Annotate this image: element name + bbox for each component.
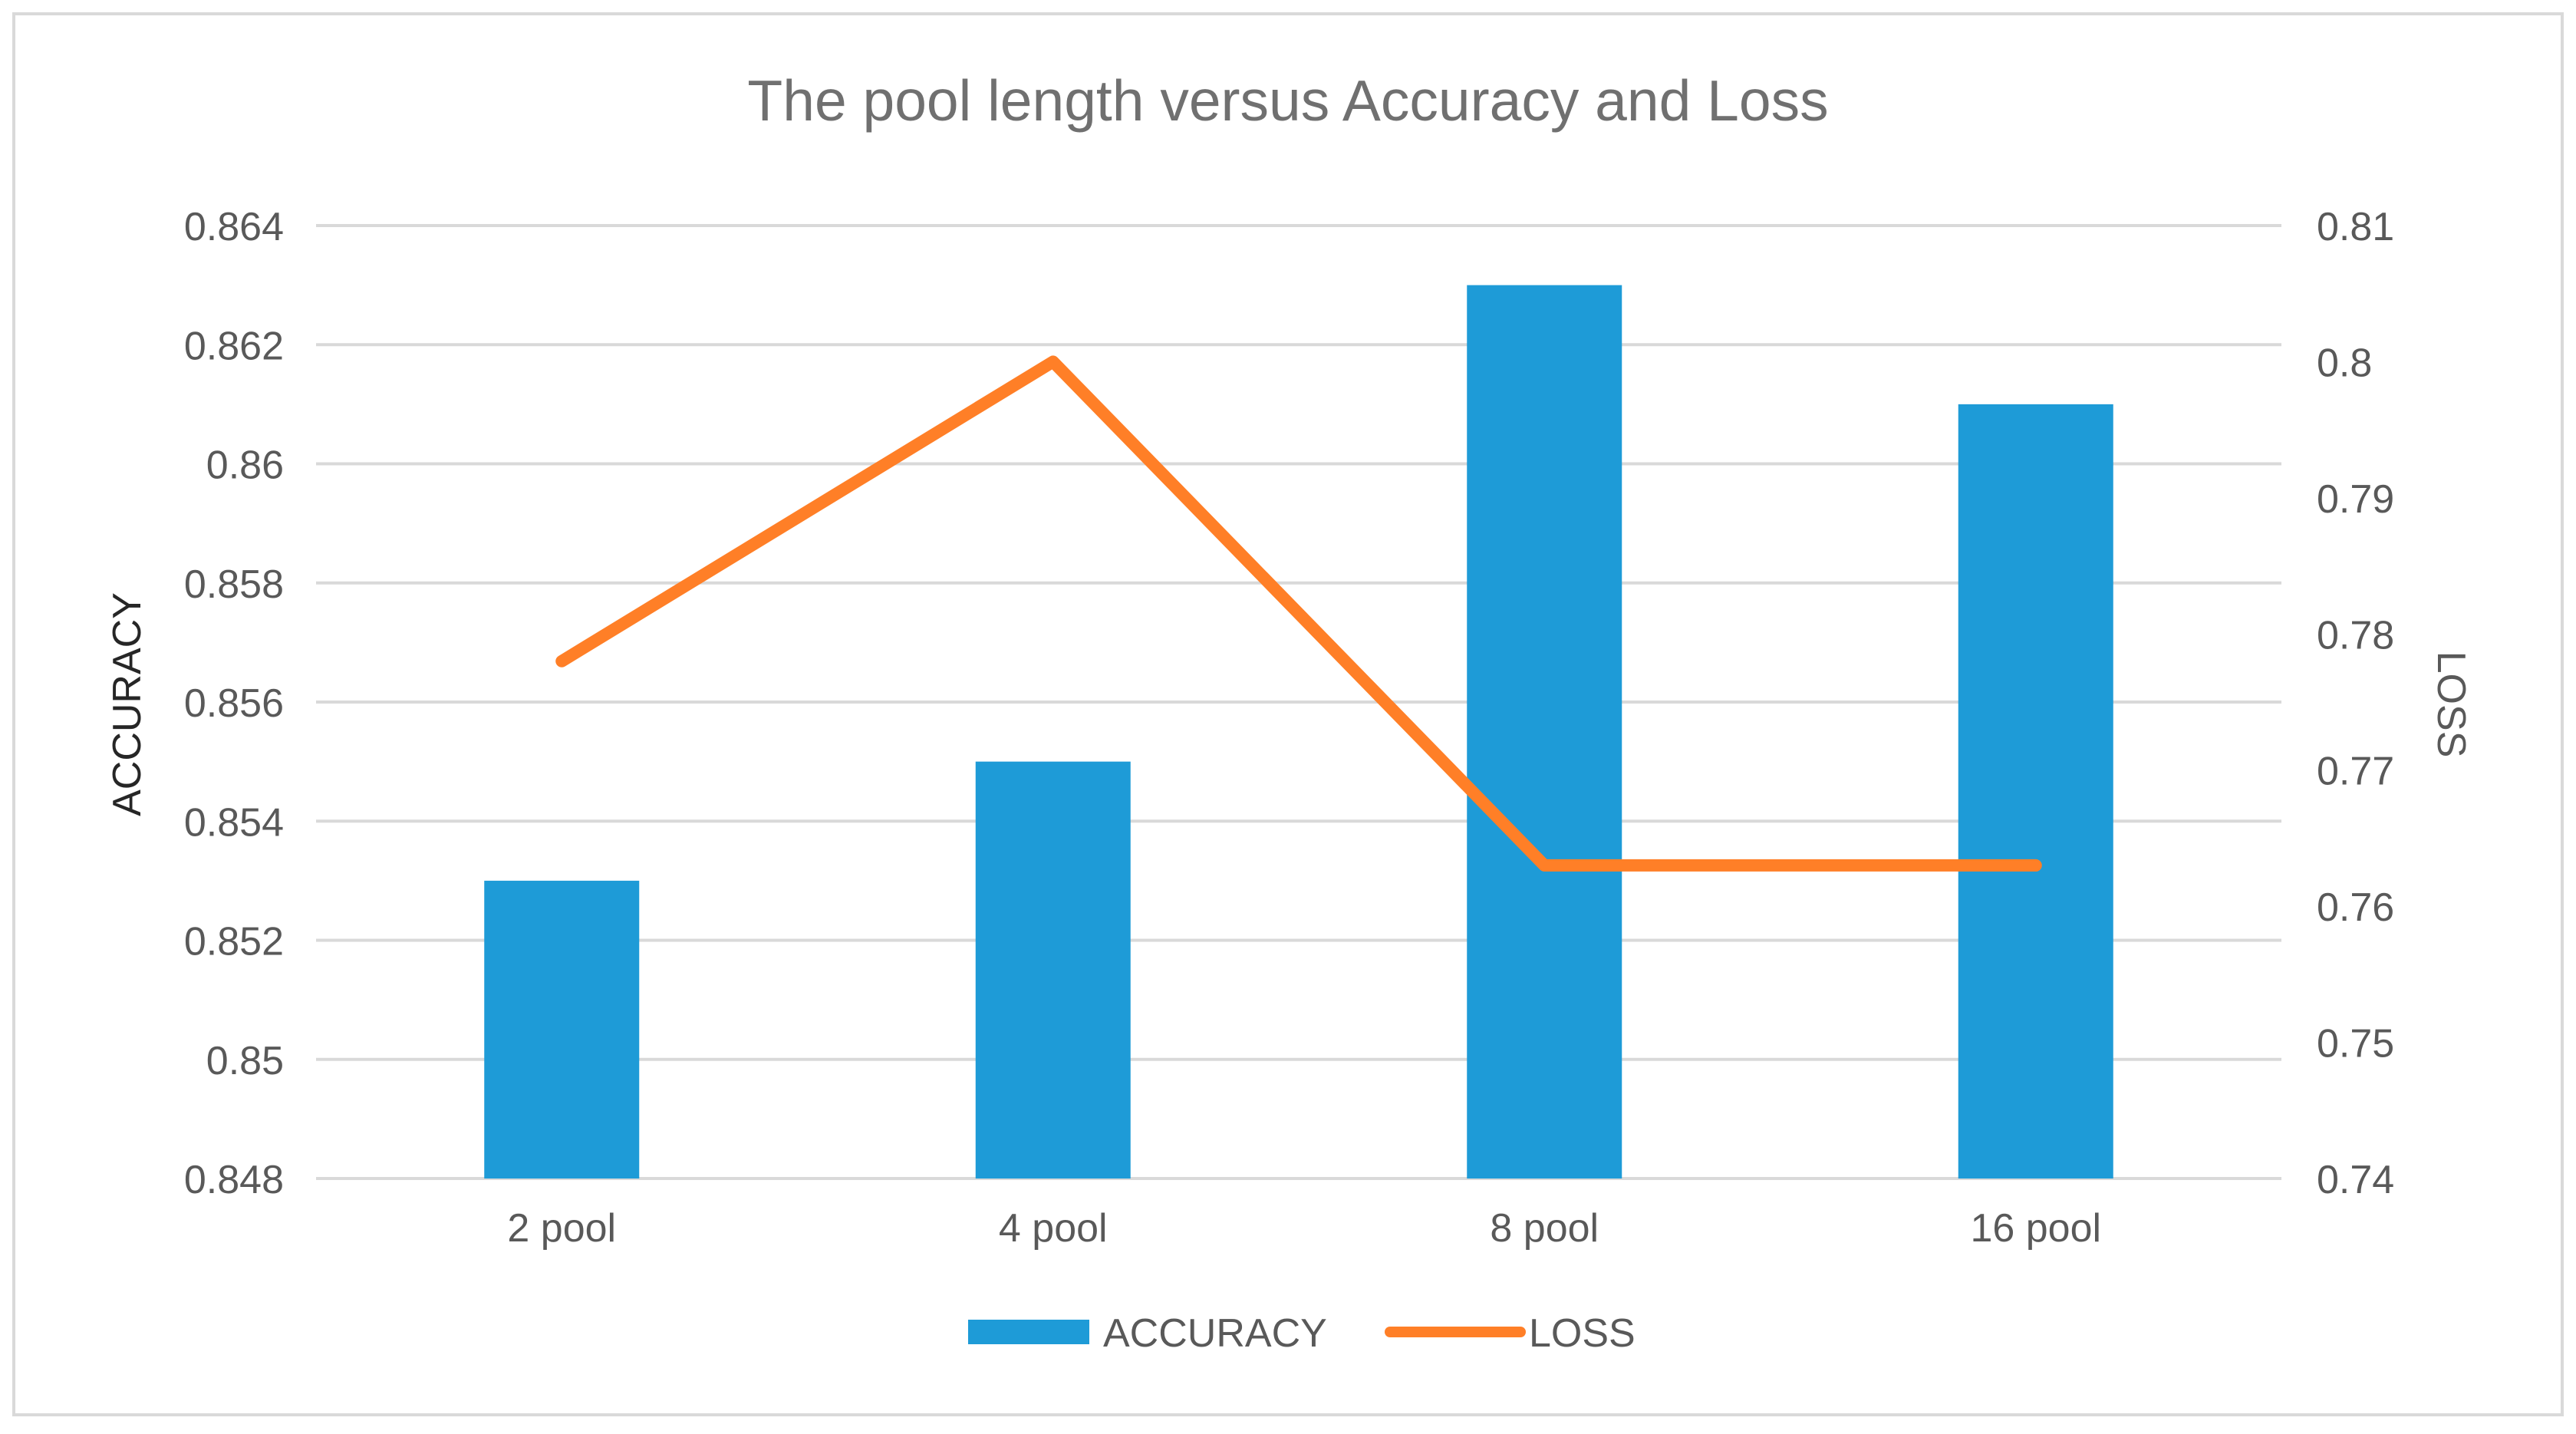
legend-accuracy-label: ACCURACY bbox=[1103, 1311, 1327, 1356]
left-tick-label: 0.848 bbox=[184, 1158, 284, 1202]
x-tick-label: 4 pool bbox=[999, 1206, 1108, 1251]
right-axis-ticks: 0.74 0.75 0.76 0.77 0.78 0.79 0.8 0.81 bbox=[2317, 205, 2394, 1202]
gridlines bbox=[316, 224, 2281, 1180]
legend-loss-label: LOSS bbox=[1529, 1311, 1636, 1356]
right-tick-label: 0.8 bbox=[2317, 341, 2372, 385]
left-tick-label: 0.862 bbox=[184, 324, 284, 368]
left-tick-label: 0.86 bbox=[206, 443, 284, 488]
accuracy-bar bbox=[1467, 285, 1622, 1179]
right-tick-label: 0.81 bbox=[2317, 205, 2394, 249]
right-tick-label: 0.79 bbox=[2317, 477, 2394, 522]
left-tick-label: 0.864 bbox=[184, 205, 284, 249]
right-tick-label: 0.75 bbox=[2317, 1022, 2394, 1066]
x-axis-ticks: 2 pool 4 pool 8 pool 16 pool bbox=[507, 1206, 2101, 1251]
loss-line bbox=[555, 355, 2042, 872]
right-tick-label: 0.77 bbox=[2317, 750, 2394, 794]
left-axis-ticks: 0.848 0.85 0.852 0.854 0.856 0.858 0.86 0.862 0.… bbox=[184, 205, 284, 1202]
legend: ACCURACY LOSS bbox=[968, 1311, 1636, 1356]
right-tick-label: 0.74 bbox=[2317, 1158, 2394, 1202]
accuracy-bar bbox=[975, 761, 1131, 1179]
left-tick-label: 0.858 bbox=[184, 562, 284, 607]
right-axis-label: LOSS bbox=[2429, 651, 2473, 758]
legend-accuracy-swatch bbox=[968, 1320, 1089, 1344]
right-tick-label: 0.76 bbox=[2317, 885, 2394, 930]
accuracy-bar bbox=[1958, 404, 2113, 1179]
x-tick-label: 8 pool bbox=[1490, 1206, 1599, 1251]
loss-point bbox=[561, 660, 563, 662]
left-tick-label: 0.856 bbox=[184, 681, 284, 726]
loss-series-line bbox=[555, 355, 2042, 872]
left-tick-label: 0.85 bbox=[206, 1039, 284, 1083]
accuracy-bars bbox=[484, 285, 2113, 1179]
left-tick-label: 0.854 bbox=[184, 800, 284, 845]
accuracy-bar bbox=[484, 880, 640, 1179]
left-tick-label: 0.852 bbox=[184, 920, 284, 964]
x-tick-label: 2 pool bbox=[507, 1206, 616, 1251]
loss-point bbox=[1543, 864, 1546, 866]
right-tick-label: 0.78 bbox=[2317, 613, 2394, 658]
chart-border bbox=[12, 12, 2564, 1416]
loss-point bbox=[1052, 361, 1054, 363]
loss-point bbox=[2034, 864, 2037, 866]
chart-title: The pool length versus Accuracy and Loss bbox=[747, 68, 1828, 133]
x-tick-label: 16 pool bbox=[1970, 1206, 2101, 1251]
left-axis-label: ACCURACY bbox=[105, 592, 150, 816]
